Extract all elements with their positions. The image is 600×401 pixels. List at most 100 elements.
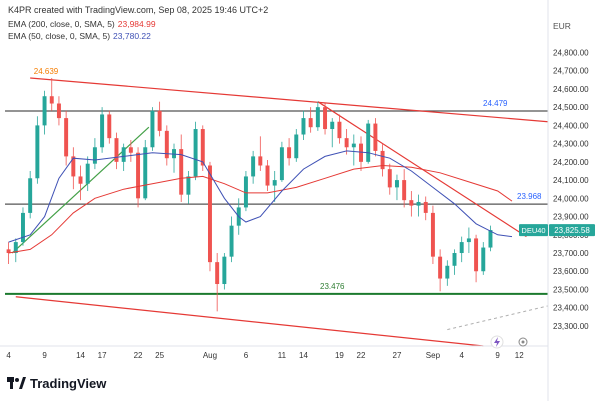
x-tick-label: 11 [278,351,287,360]
candle-body [315,107,320,128]
x-tick-label: 4 [6,351,11,360]
candle-body [207,165,212,263]
candle-body [459,242,464,254]
y-tick-label: 24,700.00 [553,67,589,76]
y-tick-label: 24,100.00 [553,176,589,185]
candle-body [301,118,306,135]
candle-down [107,110,112,144]
candle-body [438,256,443,279]
candle-up [366,119,371,164]
candle-body [380,150,385,170]
y-tick-label: 24,500.00 [553,103,589,112]
candle-up [394,174,399,201]
candle-up [143,139,148,201]
candle-up [416,194,421,217]
candle-down [128,139,133,162]
candle-body [128,147,133,153]
chart-labels: 24.479 23.968 23.476 24.639 DEU40 23,825.58 [34,67,595,291]
candle-body [474,238,479,272]
candle-body [373,123,378,151]
y-tick-label: 24,400.00 [553,121,589,130]
x-tick-label: 22 [357,351,366,360]
y-tick-label: 24,600.00 [553,85,589,94]
candle-body [143,147,148,199]
candle-body [222,256,227,285]
candle-down [164,125,169,166]
candle-body [243,176,248,208]
candle-down [207,161,212,272]
projection-line [447,305,549,331]
candle-up [251,150,256,184]
x-tick-label: 25 [155,351,164,360]
candle-up [294,129,299,162]
level-label: 24.479 [483,99,508,108]
candle-up [481,242,486,275]
x-tick-label: 22 [134,351,143,360]
candle-body [42,96,47,126]
level-label: 23.968 [517,192,542,201]
ema50-line [8,150,513,243]
candle-up [445,260,450,286]
candle-body [100,114,105,148]
candle-up [172,143,176,173]
x-tick-label: 9 [495,351,500,360]
y-tick-label: 23,300.00 [553,322,589,331]
symbol-badge [519,224,548,237]
candle-up [150,107,155,151]
candle-body [150,110,155,148]
candle-body [21,212,25,243]
candle-body [452,253,457,266]
candle-down [380,143,385,177]
indicator-ema50-label: EMA (50, close, 0, SMA, 5) [8,31,110,41]
candle-up [459,236,464,263]
candle-body [179,149,184,195]
candle-down [423,196,428,221]
level-label: 23.476 [320,282,345,291]
candle-down [258,136,263,171]
candle-body [215,262,220,285]
candle-down [265,160,270,192]
indicator-ema200: EMA (200, close, 0, SMA, 5) 23,984.99 [8,19,156,29]
indicator-ema200-label: EMA (200, close, 0, SMA, 5) [8,19,115,29]
x-tick-label: Sep [426,351,441,360]
candle-body [366,123,371,162]
ema200-line [8,164,513,254]
y-tick-label: 24,200.00 [553,158,589,167]
candle-up [222,253,227,290]
candle-body [136,152,141,199]
x-tick-label: 27 [393,351,402,360]
candle-up [193,121,198,181]
currency-label: EUR [553,21,571,31]
candle-body [351,143,356,148]
candle-down [430,205,435,264]
candle-body [251,156,256,177]
candle-up [121,143,126,171]
candle-down [136,147,141,208]
candle-down [64,110,69,166]
candle-down [337,114,342,144]
candle-body [423,201,428,213]
trendline [15,296,484,347]
candle-body [164,130,169,159]
symbol-label: DEU40 [521,226,545,235]
candle-down [78,165,83,201]
settings-icon[interactable] [518,337,528,347]
candle-body [64,118,69,157]
x-tick-label: 17 [98,351,107,360]
candle-down [308,107,313,133]
candle-body [344,138,349,148]
indicator-ema50-value: 23,780.22 [113,31,151,41]
candle-down [359,136,363,171]
candle-up [21,207,25,246]
x-tick-label: 14 [76,351,85,360]
candle-body [114,138,119,162]
candle-down [387,163,392,195]
tradingview-logo: TradingView [7,376,107,391]
x-tick-label: 6 [244,351,249,360]
candle-body [387,169,392,188]
candle-up [466,227,471,254]
lightning-icon[interactable] [490,335,504,349]
